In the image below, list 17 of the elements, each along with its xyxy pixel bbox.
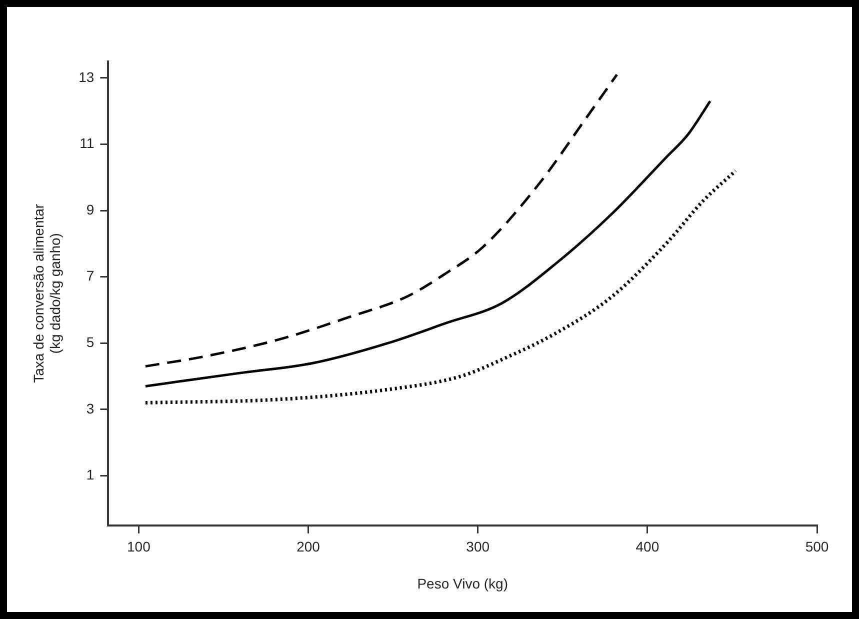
x-tick-label: 300 — [466, 538, 490, 555]
x-tick-label: 400 — [636, 538, 660, 555]
y-tick-label: 5 — [86, 334, 94, 350]
x-tick-label: 500 — [805, 538, 829, 555]
y-tick-label: 7 — [86, 268, 94, 284]
y-tick-label: 1 — [86, 466, 94, 483]
y-tick-label: 11 — [80, 135, 94, 152]
x-tick-label: 100 — [127, 538, 151, 555]
y-tick-label: 3 — [86, 400, 94, 416]
x-tick-label: 200 — [296, 538, 320, 555]
y-tick-label: 9 — [86, 201, 94, 218]
y-axis-title: Taxa de conversão alimentar (kg dado/kg ganho) — [30, 204, 64, 383]
line-series — [144, 100, 712, 388]
line-series — [144, 169, 738, 405]
line-series — [144, 73, 618, 368]
y-tick-label: 13 — [78, 68, 94, 85]
x-axis-title: Peso Vivo (kg) — [417, 575, 508, 592]
